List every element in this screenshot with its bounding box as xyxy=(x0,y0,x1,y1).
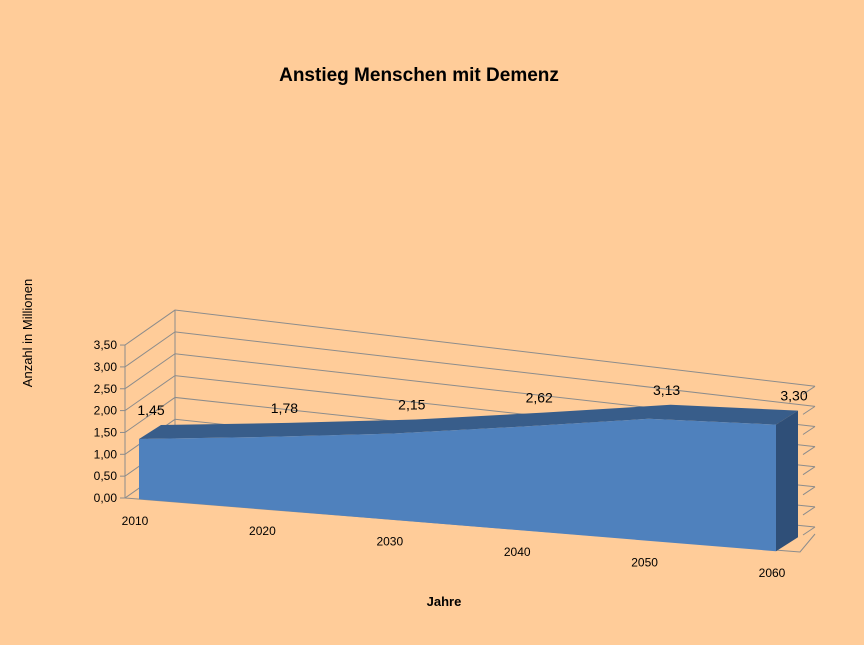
chart-title: Anstieg Menschen mit Demenz xyxy=(279,65,559,86)
y-tick-label: 1,50 xyxy=(94,425,118,439)
gridline-stub xyxy=(802,466,816,476)
gridline-stub xyxy=(802,526,816,536)
gridline-stub xyxy=(802,486,816,496)
gridline-stub xyxy=(802,385,816,395)
gridline-stub xyxy=(802,506,816,516)
y-tick-label: 0,50 xyxy=(94,469,118,483)
x-tick-label: 2010 xyxy=(122,514,149,528)
data-label: 1,45 xyxy=(137,402,164,418)
y-axis-ticks: 0,00 0,50 1,00 1,50 2,00 2,50 3,00 3,50 xyxy=(94,338,125,505)
data-label: 2,15 xyxy=(398,397,425,413)
x-tick-label: 2020 xyxy=(249,524,276,538)
y-tick-label: 1,00 xyxy=(94,447,118,461)
area-front-face xyxy=(139,418,776,552)
data-label: 1,78 xyxy=(271,400,298,416)
x-axis-label: Jahre xyxy=(427,594,462,609)
x-tick-label: 2050 xyxy=(631,555,658,569)
gridline-stub xyxy=(802,426,816,435)
gridline-stub xyxy=(802,405,816,415)
data-label: 3,13 xyxy=(653,382,680,398)
gridline xyxy=(124,331,816,407)
y-tick-label: 3,00 xyxy=(94,360,118,374)
gridline xyxy=(124,309,816,387)
y-axis-label: Anzahl in Millionen xyxy=(20,279,35,387)
y-tick-label: 2,00 xyxy=(94,404,118,418)
data-label: 3,30 xyxy=(780,388,807,404)
y-tick-label: 0,00 xyxy=(94,491,118,505)
x-tick-label: 2040 xyxy=(504,545,531,559)
x-axis-ticks: 2010 2020 2030 2040 2050 2060 xyxy=(122,514,786,580)
area-series xyxy=(138,404,798,552)
data-labels: 1,45 1,78 2,15 2,62 3,13 3,30 xyxy=(137,382,807,418)
x-tick-label: 2030 xyxy=(376,535,403,549)
gridline-stub xyxy=(802,446,816,456)
x-tick-label: 2060 xyxy=(759,566,786,580)
area-side-face xyxy=(776,410,798,552)
area-top-face xyxy=(139,404,798,440)
y-tick-label: 3,50 xyxy=(94,338,118,352)
data-label: 2,62 xyxy=(526,390,553,406)
y-tick-label: 2,50 xyxy=(94,382,118,396)
